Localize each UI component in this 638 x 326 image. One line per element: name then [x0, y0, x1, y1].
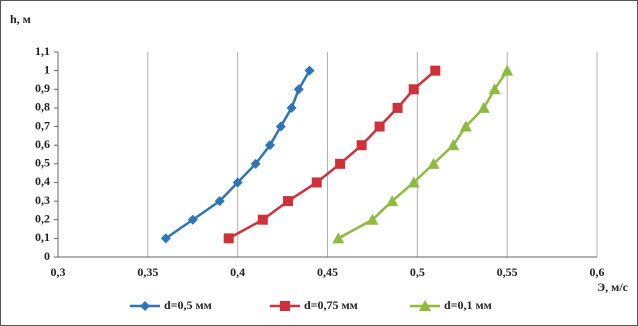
legend-marker	[140, 301, 150, 311]
y-tick-label: 0,9	[35, 81, 50, 95]
marker	[407, 176, 420, 188]
marker	[257, 214, 268, 225]
x-tick-label: 0,4	[230, 265, 245, 279]
y-tick-label: 1	[44, 62, 50, 76]
marker	[293, 84, 304, 95]
marker	[335, 158, 346, 169]
legend-marker	[419, 300, 431, 311]
marker	[501, 64, 514, 76]
marker	[374, 121, 385, 132]
marker	[459, 120, 472, 132]
y-tick-label: 0,1	[35, 230, 50, 244]
x-axis-label: Э, м/с	[597, 280, 629, 294]
marker	[187, 214, 198, 225]
marker	[447, 139, 460, 151]
marker	[304, 65, 315, 76]
legend-label: d=0,1 мм	[444, 298, 492, 312]
marker	[392, 102, 403, 113]
marker	[427, 157, 440, 169]
y-tick-label: 0,2	[35, 211, 50, 225]
marker	[250, 158, 261, 169]
y-tick-label: 0,8	[35, 100, 50, 114]
marker	[356, 140, 367, 151]
y-tick-label: 0,3	[35, 193, 50, 207]
x-tick-label: 0,3	[51, 265, 66, 279]
y-tick-label: 0,4	[35, 174, 50, 188]
y-axis-label: h, м	[10, 12, 31, 26]
marker	[223, 233, 234, 244]
y-tick-label: 0,5	[35, 156, 50, 170]
y-tick-label: 0	[44, 249, 50, 263]
x-tick-label: 0,45	[317, 265, 338, 279]
y-tick-label: 1,1	[35, 44, 50, 58]
marker	[214, 196, 225, 207]
marker	[488, 83, 501, 95]
marker	[386, 195, 399, 207]
x-tick-label: 0,5	[410, 265, 425, 279]
marker	[408, 84, 419, 95]
marker	[332, 232, 345, 244]
marker	[282, 196, 293, 207]
legend-label: d=0,75 мм	[304, 298, 358, 312]
x-tick-label: 0,55	[497, 265, 518, 279]
series-line	[228, 69, 437, 240]
series-line	[337, 69, 509, 240]
series-line	[165, 70, 311, 240]
marker	[430, 65, 441, 76]
marker	[232, 177, 243, 188]
marker	[366, 213, 379, 225]
legend-marker	[280, 301, 290, 311]
marker	[275, 121, 286, 132]
marker	[286, 102, 297, 113]
x-tick-label: 0,6	[590, 265, 605, 279]
marker	[477, 101, 490, 113]
legend-label: d=0,5 мм	[164, 298, 212, 312]
x-tick-label: 0,35	[137, 265, 158, 279]
marker	[311, 177, 322, 188]
y-tick-label: 0,6	[35, 137, 50, 151]
marker	[265, 140, 276, 151]
marker	[160, 233, 171, 244]
y-tick-label: 0,7	[35, 118, 50, 132]
